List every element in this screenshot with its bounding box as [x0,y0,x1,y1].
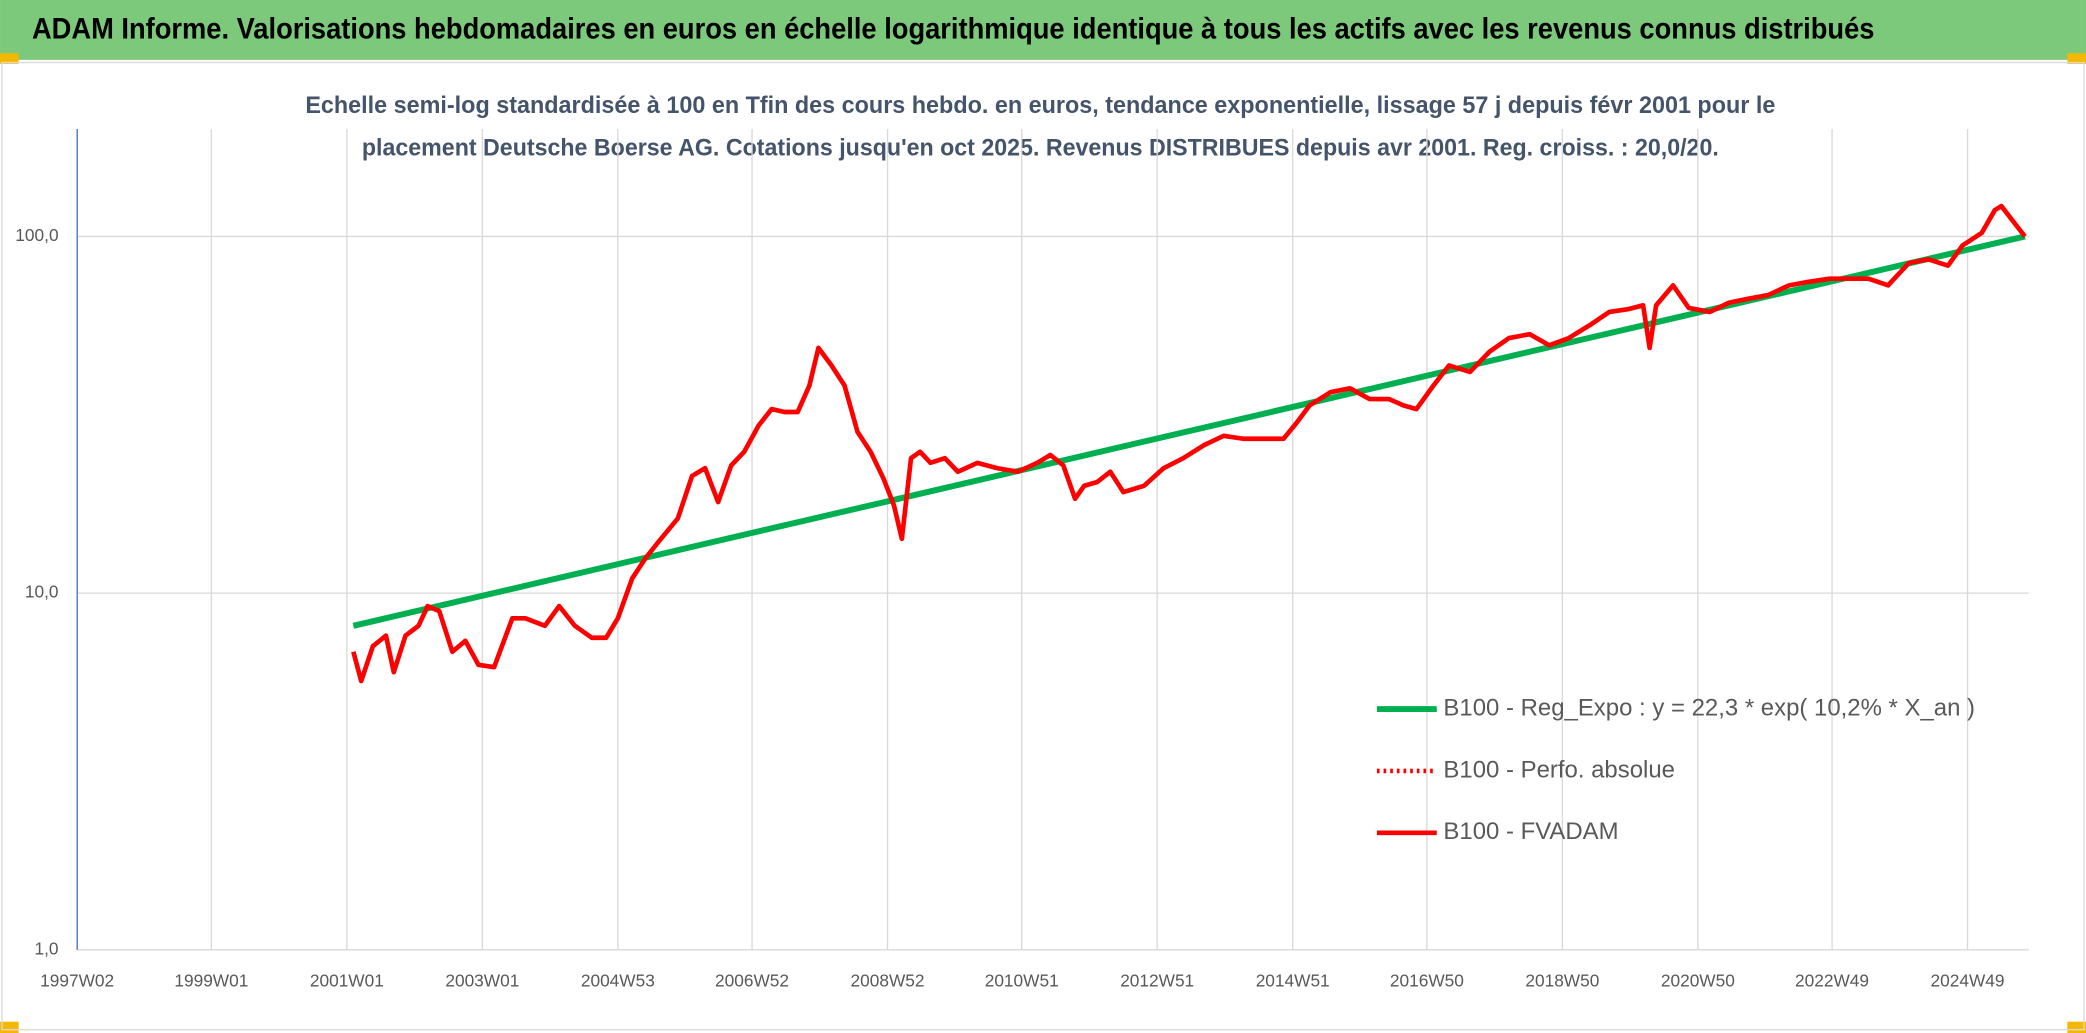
x-tick-label: 2022W49 [1795,970,1869,990]
chart-subtitle: placement Deutsche Boerse AG. Cotations … [362,134,1719,161]
y-tick-label: 1,0 [35,938,59,958]
y-tick-label: 100,0 [15,225,58,245]
x-tick-label: 2018W50 [1525,970,1599,990]
y-tick-label: 10,0 [25,582,59,602]
x-tick-label: 2014W51 [1256,970,1330,990]
x-tick-label: 2003W01 [445,970,519,990]
series-line [351,203,2027,684]
x-tick-label: 2008W52 [851,970,925,990]
legend-label: B100 - Reg_Expo : y = 22,3 * exp( 10,2% … [1443,694,1975,721]
legend-label: B100 - FVADAM [1443,818,1618,845]
x-tick-label: 2016W50 [1390,970,1464,990]
x-tick-label: 2020W50 [1661,970,1735,990]
corner [2067,1021,2086,1033]
header-bar [0,0,2086,60]
corner [2067,53,2086,64]
chart-subtitle: Echelle semi-log standardisée à 100 en T… [305,92,1775,119]
legend-label: B100 - Perfo. absolue [1443,756,1675,783]
x-tick-label: 2006W52 [715,970,789,990]
corner [0,53,19,64]
x-tick-label: 2001W01 [310,970,384,990]
x-tick-label: 2024W49 [1931,970,2005,990]
x-tick-label: 1997W02 [40,970,114,990]
x-tick-label: 2012W51 [1120,970,1194,990]
x-tick-label: 1999W01 [174,970,248,990]
page-title: ADAM Informe. Valorisations hebdomadaire… [32,13,1875,45]
frame [1,61,2085,1031]
x-tick-label: 2010W51 [985,970,1059,990]
corner [0,1021,19,1033]
x-tick-label: 2004W53 [581,970,655,990]
